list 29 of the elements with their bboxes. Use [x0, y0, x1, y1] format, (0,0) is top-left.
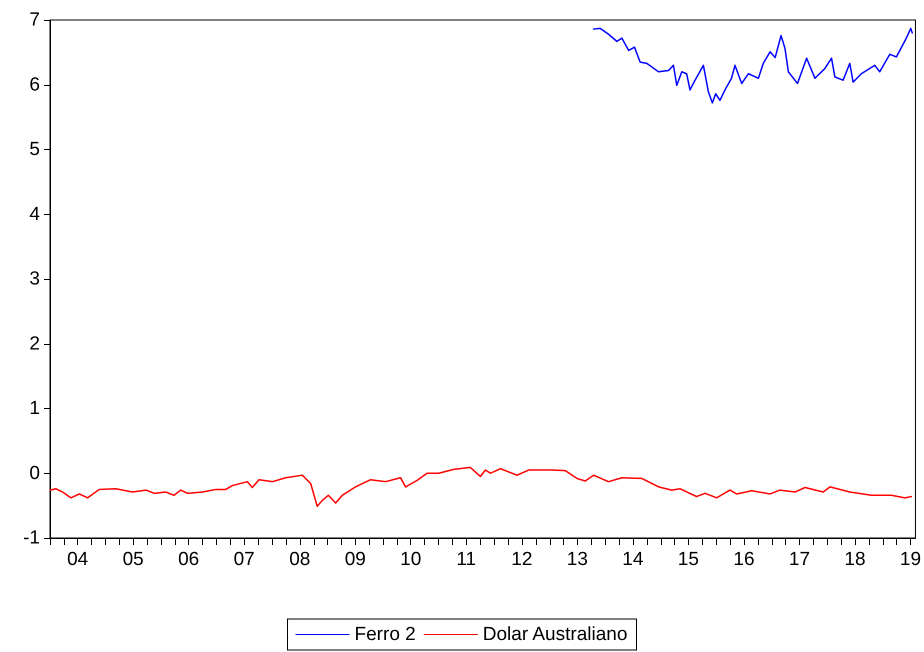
- y-tick-label: 0: [29, 462, 40, 484]
- legend-label: Dolar Australiano: [482, 624, 628, 645]
- x-tick-label: 14: [622, 549, 644, 570]
- x-tick-label: 18: [844, 549, 866, 570]
- x-tick-label: 11: [456, 549, 476, 570]
- x-tick-label: 16: [733, 549, 755, 570]
- y-tick-label: 2: [29, 333, 40, 354]
- legend-label: Ferro 2: [354, 624, 416, 645]
- x-tick-label: 12: [511, 549, 532, 570]
- x-tick-label: 19: [900, 549, 922, 570]
- x-tick-label: 06: [178, 549, 200, 570]
- y-tick-label: 6: [29, 74, 40, 96]
- y-tick-label: 4: [29, 204, 40, 225]
- x-tick-label: 04: [67, 549, 89, 570]
- line-series: [592, 28, 914, 104]
- y-tick-label: 3: [29, 268, 40, 290]
- x-tick-label: 08: [289, 549, 310, 570]
- y-tick-label: -1: [23, 528, 40, 548]
- line-series: [49, 466, 912, 508]
- x-tick-label: 05: [122, 549, 144, 570]
- y-tick-label: 5: [29, 139, 40, 160]
- x-tick-label: 10: [400, 549, 422, 570]
- x-tick-label: 07: [234, 549, 255, 570]
- x-tick-label: 15: [678, 549, 699, 570]
- y-tick-label: 7: [29, 10, 40, 30]
- x-tick-label: 09: [344, 549, 366, 570]
- x-tick-label: 17: [788, 549, 810, 570]
- y-tick-label: 1: [29, 398, 40, 419]
- x-tick-label: 13: [566, 549, 588, 570]
